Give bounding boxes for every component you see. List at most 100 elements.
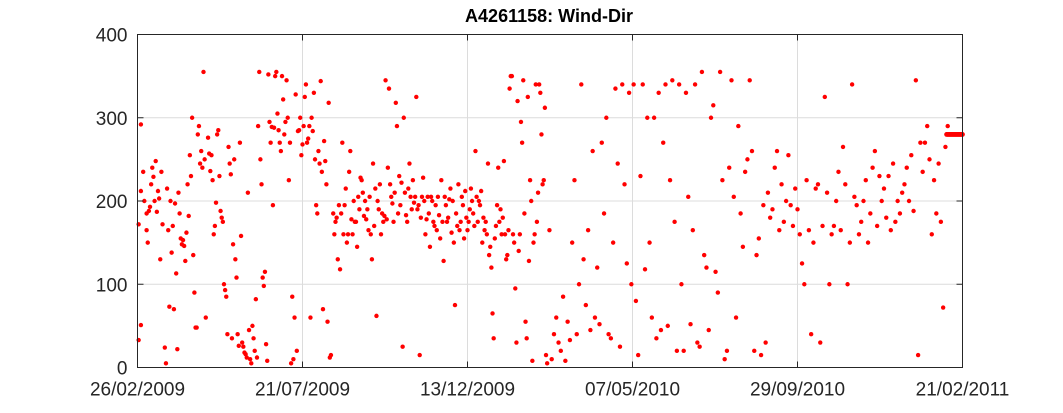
data-point (499, 232, 504, 237)
data-point (929, 232, 934, 237)
data-point (497, 219, 502, 225)
data-point (266, 72, 271, 77)
data-point (225, 332, 230, 337)
data-point (480, 240, 485, 245)
data-point (818, 340, 823, 345)
data-point (490, 311, 495, 316)
data-point (252, 348, 257, 354)
data-point (333, 219, 338, 225)
data-point (806, 227, 812, 233)
data-point (849, 82, 855, 87)
data-point (447, 197, 452, 202)
data-point (172, 201, 178, 206)
data-point (808, 332, 814, 337)
grid-lines (137, 34, 963, 368)
data-point (282, 132, 287, 137)
data-point (163, 361, 169, 366)
data-point (783, 198, 789, 204)
data-point (811, 240, 816, 245)
data-point (416, 202, 421, 208)
data-point (259, 182, 264, 187)
data-point (920, 169, 925, 175)
data-point (797, 232, 802, 237)
data-point (415, 207, 420, 212)
data-point (360, 190, 366, 195)
chart-title: A4261158: Wind-Dir (465, 6, 633, 26)
data-point (253, 297, 259, 302)
data-point (445, 215, 451, 220)
data-point (874, 223, 880, 229)
data-point (758, 352, 764, 358)
data-point (845, 282, 850, 287)
data-point (384, 217, 389, 222)
data-point (859, 219, 864, 225)
data-point (371, 223, 377, 229)
data-point (138, 188, 144, 194)
data-point (642, 267, 648, 272)
data-point (654, 336, 659, 341)
data-point (676, 82, 682, 87)
data-point (184, 230, 189, 235)
data-point (711, 103, 716, 108)
data-point (790, 223, 796, 229)
data-point (154, 209, 160, 215)
data-point (332, 232, 337, 237)
data-point (164, 186, 170, 191)
data-point (465, 227, 470, 233)
data-point (542, 105, 548, 110)
x-tick-label: 13/12/2009 (420, 380, 515, 401)
data-point (411, 200, 417, 205)
data-point (199, 148, 204, 154)
data-point (434, 227, 439, 233)
data-point (918, 140, 923, 145)
data-point (307, 123, 312, 129)
data-point (452, 302, 458, 308)
axis-ticks (137, 34, 963, 368)
data-point (915, 352, 921, 358)
data-point (378, 232, 384, 237)
data-point (890, 161, 896, 166)
data-point (356, 194, 361, 200)
data-point (697, 344, 702, 349)
data-point (304, 140, 310, 145)
data-point (686, 194, 691, 200)
data-point (369, 257, 375, 262)
data-point (704, 265, 709, 270)
data-point (500, 215, 505, 220)
data-point (906, 198, 912, 204)
data-point (521, 78, 526, 83)
data-point (510, 232, 516, 237)
data-point (934, 211, 939, 216)
data-point (196, 123, 202, 129)
data-point (448, 186, 453, 191)
data-point (511, 240, 517, 245)
data-point (220, 219, 226, 225)
data-point (176, 190, 181, 195)
data-point (326, 100, 331, 105)
data-point (715, 290, 721, 295)
data-point (170, 223, 175, 229)
data-point (567, 337, 573, 343)
data-point (595, 265, 600, 270)
data-point (138, 122, 144, 127)
data-point (301, 123, 306, 129)
data-point (401, 115, 406, 120)
data-point (738, 211, 743, 216)
data-point (838, 227, 843, 233)
data-point (449, 230, 454, 235)
data-point (205, 135, 211, 140)
data-point (539, 132, 544, 137)
data-point (373, 186, 378, 191)
data-point (852, 194, 857, 200)
data-point (774, 148, 780, 154)
axis-tick-labels: 0 100 200 300 400 26/02/2009 21/07/2009 13/12/2… (90, 26, 1009, 401)
data-point (824, 190, 830, 195)
data-point (615, 161, 620, 166)
data-point (150, 165, 155, 170)
data-point (484, 232, 490, 237)
data-point (364, 217, 369, 222)
data-point (717, 69, 723, 75)
data-point (478, 188, 484, 194)
data-point (513, 286, 518, 291)
data-point (423, 232, 428, 237)
